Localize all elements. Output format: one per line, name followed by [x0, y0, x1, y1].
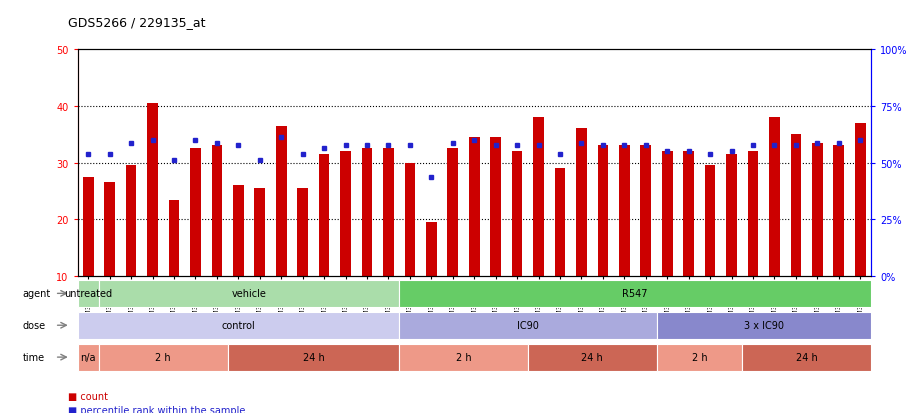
Text: untreated: untreated — [64, 289, 112, 299]
Bar — [254, 189, 265, 277]
Bar — [83, 177, 94, 277]
Bar — [340, 152, 351, 277]
Text: time: time — [23, 352, 45, 362]
Text: 3 x IC90: 3 x IC90 — [743, 320, 783, 330]
Bar — [126, 166, 137, 277]
Bar — [619, 146, 629, 277]
Bar — [189, 149, 200, 277]
Bar — [790, 135, 801, 277]
Bar — [275, 126, 286, 277]
Text: 24 h: 24 h — [580, 352, 602, 362]
Bar — [447, 149, 457, 277]
Bar — [425, 223, 436, 277]
Bar — [704, 166, 715, 277]
Bar — [319, 154, 329, 277]
Text: n/a: n/a — [80, 352, 96, 362]
Bar — [747, 152, 758, 277]
Bar — [640, 146, 650, 277]
Text: ■ percentile rank within the sample: ■ percentile rank within the sample — [68, 405, 245, 413]
Text: ■ count: ■ count — [68, 391, 108, 401]
Bar — [490, 138, 500, 277]
Bar — [554, 169, 565, 277]
Text: 2 h: 2 h — [155, 352, 171, 362]
Bar — [527, 344, 656, 370]
Text: IC90: IC90 — [517, 320, 538, 330]
Bar — [169, 200, 179, 277]
Bar — [682, 152, 693, 277]
Bar — [742, 344, 870, 370]
Bar — [99, 344, 228, 370]
Bar — [576, 129, 586, 277]
Bar — [725, 154, 736, 277]
Bar — [404, 163, 415, 277]
Bar — [399, 344, 527, 370]
Bar — [833, 146, 844, 277]
Text: control: control — [221, 320, 255, 330]
Bar — [399, 312, 656, 339]
Bar — [533, 118, 543, 277]
Bar — [147, 104, 158, 277]
Bar — [104, 183, 115, 277]
Bar — [77, 312, 399, 339]
Text: dose: dose — [23, 320, 46, 330]
Bar — [656, 344, 742, 370]
Text: 2 h: 2 h — [456, 352, 471, 362]
Bar — [228, 344, 399, 370]
Bar — [811, 143, 822, 277]
Text: 2 h: 2 h — [691, 352, 706, 362]
Bar — [77, 344, 99, 370]
Bar — [77, 280, 99, 307]
Bar — [768, 118, 779, 277]
Text: agent: agent — [23, 289, 51, 299]
Bar — [597, 146, 608, 277]
Bar — [661, 152, 671, 277]
Bar — [511, 152, 522, 277]
Bar — [656, 312, 870, 339]
Bar — [383, 149, 394, 277]
Text: 24 h: 24 h — [302, 352, 324, 362]
Text: R547: R547 — [621, 289, 647, 299]
Bar — [399, 280, 870, 307]
Bar — [297, 189, 308, 277]
Text: vehicle: vehicle — [231, 289, 266, 299]
Bar — [232, 186, 243, 277]
Bar — [468, 138, 479, 277]
Bar — [854, 123, 865, 277]
Bar — [362, 149, 372, 277]
Text: 24 h: 24 h — [795, 352, 816, 362]
Text: GDS5266 / 229135_at: GDS5266 / 229135_at — [68, 16, 206, 29]
Bar — [99, 280, 399, 307]
Bar — [211, 146, 222, 277]
